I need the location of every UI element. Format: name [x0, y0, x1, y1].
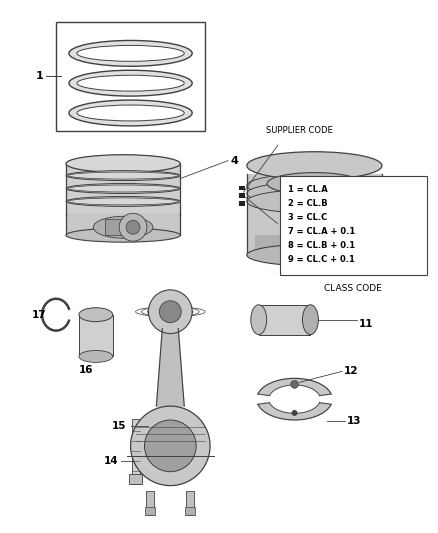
Ellipse shape — [247, 190, 382, 213]
Circle shape — [145, 420, 196, 472]
Bar — [56, 21, 205, 131]
Bar — [259, 305, 311, 335]
Circle shape — [131, 406, 210, 486]
Bar — [66, 164, 180, 215]
Bar — [145, 507, 155, 515]
Text: 12: 12 — [344, 366, 359, 376]
Bar — [105, 219, 141, 235]
Ellipse shape — [247, 174, 382, 197]
Bar — [239, 193, 245, 198]
Ellipse shape — [93, 216, 153, 238]
Circle shape — [159, 301, 181, 322]
Bar — [186, 490, 194, 515]
Polygon shape — [258, 403, 331, 420]
Ellipse shape — [69, 70, 192, 96]
Ellipse shape — [247, 182, 382, 205]
Ellipse shape — [251, 305, 267, 335]
Text: 13: 13 — [347, 416, 362, 426]
Text: 7 = CL.A + 0.1: 7 = CL.A + 0.1 — [288, 227, 355, 236]
Ellipse shape — [303, 305, 318, 335]
Circle shape — [119, 213, 147, 241]
Ellipse shape — [247, 244, 382, 266]
Text: 1: 1 — [35, 71, 43, 81]
Circle shape — [292, 410, 297, 416]
Bar — [255, 235, 374, 255]
Bar — [146, 490, 155, 515]
Polygon shape — [258, 378, 331, 395]
Polygon shape — [156, 329, 184, 406]
Ellipse shape — [77, 45, 184, 61]
Ellipse shape — [68, 172, 178, 179]
Ellipse shape — [66, 155, 180, 173]
Text: 4: 4 — [231, 156, 239, 166]
Text: 9 = CL.C + 0.1: 9 = CL.C + 0.1 — [288, 255, 354, 263]
Ellipse shape — [79, 308, 113, 321]
Ellipse shape — [66, 183, 180, 193]
Ellipse shape — [267, 173, 362, 195]
Text: 11: 11 — [359, 319, 374, 329]
Text: 17: 17 — [32, 310, 46, 320]
Ellipse shape — [68, 185, 178, 192]
Text: 2 = CL.B: 2 = CL.B — [288, 199, 327, 208]
Text: CLASS CODE: CLASS CODE — [324, 285, 382, 293]
Ellipse shape — [77, 75, 184, 91]
Bar — [247, 174, 382, 255]
Text: SUPPLIER CODE: SUPPLIER CODE — [266, 126, 333, 135]
Ellipse shape — [68, 198, 178, 205]
Bar — [185, 507, 195, 515]
Ellipse shape — [66, 228, 180, 242]
Ellipse shape — [247, 152, 382, 180]
Bar — [129, 474, 142, 483]
Bar — [131, 419, 140, 483]
Text: 16: 16 — [78, 365, 93, 375]
Circle shape — [290, 381, 298, 389]
Bar — [66, 213, 180, 235]
Ellipse shape — [77, 105, 184, 121]
Circle shape — [126, 220, 140, 234]
Bar — [239, 201, 245, 206]
Ellipse shape — [69, 100, 192, 126]
Ellipse shape — [79, 351, 113, 362]
Ellipse shape — [66, 171, 180, 181]
Text: 14: 14 — [103, 456, 118, 466]
Bar — [279, 175, 427, 275]
Ellipse shape — [284, 176, 345, 190]
Text: 3 = CL.C: 3 = CL.C — [288, 213, 327, 222]
Circle shape — [148, 290, 192, 334]
Bar — [239, 185, 245, 190]
Text: 8 = CL.B + 0.1: 8 = CL.B + 0.1 — [288, 240, 355, 249]
Ellipse shape — [66, 197, 180, 206]
Text: 15: 15 — [111, 421, 126, 431]
Bar — [79, 314, 113, 357]
Text: 1 = CL.A: 1 = CL.A — [288, 185, 327, 194]
Ellipse shape — [69, 41, 192, 66]
